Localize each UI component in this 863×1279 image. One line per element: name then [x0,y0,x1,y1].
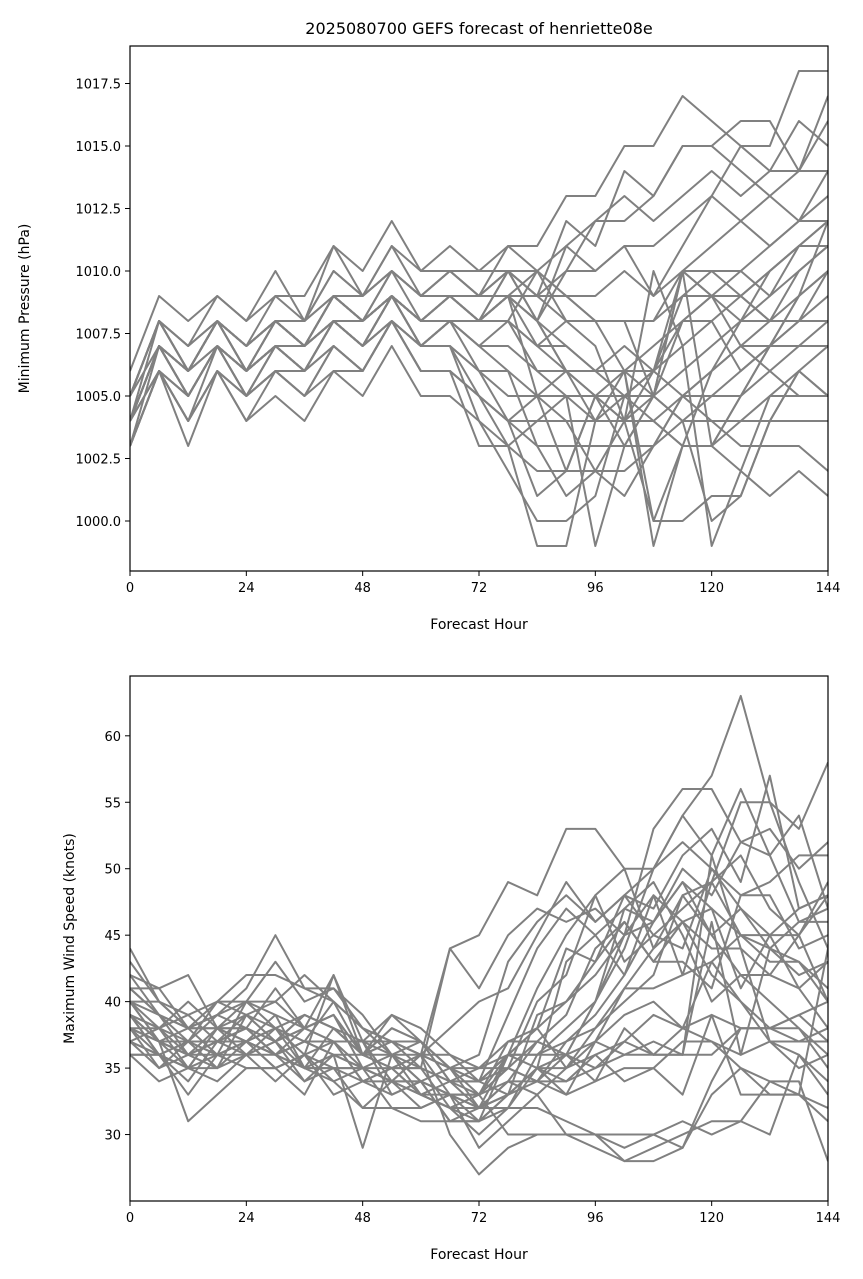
wind-x-tick-label: 24 [238,1211,255,1226]
pressure-series-group [130,70,828,547]
wind-x-tick-label: 72 [471,1211,488,1226]
pressure-x-tick-label: 144 [816,581,841,596]
wind-ensemble-line-2 [130,787,828,1070]
wind-x-axis-label: Forecast Hour [430,1247,528,1263]
wind-x-tick-label: 144 [816,1211,841,1226]
wind-chart: 0 24 48 72 96 120 144 30 35 40 45 50 55 60 Forecast H… [62,675,840,1263]
wind-y-tick-label: 45 [104,929,121,944]
pressure-y-tick-label: 1015.0 [76,140,122,155]
pressure-x-tick-label: 24 [238,581,255,596]
pressure-y-tick-label: 1010.0 [76,265,122,280]
pressure-ensemble-line-31 [130,270,828,522]
pressure-ensemble-line-25 [130,320,828,547]
wind-y-tick-label: 50 [104,863,121,878]
pressure-y-tick-label: 1017.5 [76,78,122,93]
pressure-y-tick-label: 1012.5 [76,203,122,218]
pressure-y-tick-label: 1007.5 [76,328,122,343]
pressure-ensemble-line-8 [130,220,828,447]
wind-ensemble-line-10 [130,907,828,1123]
pressure-ensemble-line-29 [130,220,828,447]
wind-ensemble-line-1 [130,694,828,1056]
pressure-x-tick-label: 0 [126,581,134,596]
wind-ensemble-line-31 [130,1027,828,1096]
pressure-y-tick-label: 1002.5 [76,453,122,468]
pressure-chart: 2025080700 GEFS forecast of henriette08e… [17,19,840,633]
wind-x-tick-label: 120 [699,1211,724,1226]
pressure-y-tick-label: 1005.0 [76,390,122,405]
wind-plot-frame [129,675,829,1202]
pressure-x-tick-label: 120 [699,581,724,596]
pressure-y-tick-label: 1000.0 [76,515,122,530]
pressure-ensemble-line-1 [130,70,828,372]
pressure-ensemble-line-3 [130,120,828,397]
wind-x-tick-label: 48 [354,1211,371,1226]
wind-x-tick-label: 96 [587,1211,604,1226]
wind-ticks-group: 0 24 48 72 96 120 144 30 35 40 45 50 55 60 [104,730,840,1226]
wind-ensemble-line-30 [130,1000,828,1083]
pressure-x-tick-label: 72 [471,581,488,596]
pressure-ticks-group: 0 24 48 72 96 120 144 1000.0 1002.5 1005.0 1007.5 1… [76,78,841,597]
wind-y-tick-label: 55 [104,796,121,811]
wind-ensemble-line-9 [130,894,828,1123]
wind-y-tick-label: 40 [104,996,121,1011]
wind-ensemble-line-18 [130,974,828,1176]
pressure-ensemble-line-15 [130,345,828,472]
wind-ensemble-line-17 [130,1027,828,1149]
chart-title: 2025080700 GEFS forecast of henriette08e [305,19,652,38]
pressure-y-axis-label: Minimum Pressure (hPa) [17,224,33,394]
wind-ensemble-line-3 [130,787,828,1056]
pressure-x-tick-label: 96 [587,581,604,596]
wind-y-tick-label: 35 [104,1062,121,1077]
wind-x-tick-label: 0 [126,1211,134,1226]
wind-y-axis-label: Maximum Wind Speed (knots) [62,833,78,1044]
pressure-x-tick-label: 48 [354,581,371,596]
wind-y-tick-label: 30 [104,1129,121,1144]
pressure-ensemble-line-5 [130,145,828,422]
pressure-x-axis-label: Forecast Hour [430,617,528,633]
wind-y-tick-label: 60 [104,730,121,745]
pressure-plot-frame [129,45,829,572]
wind-series-group [130,694,828,1176]
wind-ensemble-line-29 [130,987,828,1070]
